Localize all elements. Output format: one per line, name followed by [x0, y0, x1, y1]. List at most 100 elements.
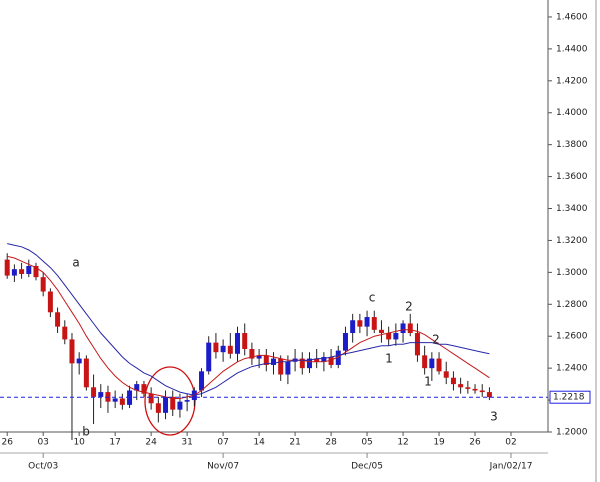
- candle-body: [314, 358, 320, 362]
- candle-body: [184, 400, 190, 402]
- candle-body: [141, 384, 147, 394]
- candle-body: [112, 398, 118, 402]
- annotation: 1: [424, 375, 432, 389]
- y-tick-label: 1.3800: [556, 140, 588, 150]
- x-tick-label: 12: [397, 438, 408, 448]
- annotation: 2: [432, 333, 440, 347]
- y-tick-label: 1.4200: [556, 76, 588, 86]
- annotation: 1: [385, 352, 393, 366]
- candle-body: [62, 326, 68, 340]
- x-tick-label-secondary: Oct/03: [28, 462, 58, 472]
- x-tick-label-secondary: Jan/02/17: [489, 462, 533, 472]
- last-price-box: [549, 390, 591, 404]
- candle-body: [328, 356, 334, 365]
- candle-body: [422, 355, 428, 369]
- x-tick-label-secondary: Nov/07: [207, 462, 239, 472]
- candle-body: [321, 356, 327, 362]
- candle-body: [69, 339, 75, 364]
- candle-body: [155, 403, 161, 413]
- candle-body: [227, 345, 233, 354]
- x-tick-label: 17: [109, 438, 120, 448]
- candle-body: [213, 342, 219, 353]
- candle-body: [4, 259, 10, 276]
- candle-body: [414, 333, 420, 356]
- y-tick-label: 1.2800: [556, 300, 588, 310]
- candle-body: [306, 358, 312, 369]
- candle-body: [278, 358, 284, 375]
- candle-body: [479, 390, 485, 393]
- x-tick-label: 07: [217, 438, 228, 448]
- y-tick-label: 1.3400: [556, 204, 588, 214]
- candle-body: [148, 393, 154, 404]
- candle-body: [443, 371, 449, 378]
- candle-body: [76, 358, 82, 364]
- candle-body: [378, 329, 384, 334]
- candle-body: [285, 361, 291, 375]
- candle-body: [364, 317, 370, 327]
- candle-body: [458, 384, 464, 388]
- x-tick-label: 31: [181, 438, 192, 448]
- candle-body: [263, 355, 269, 365]
- candle-body: [407, 323, 413, 334]
- y-tick-label: 1.3600: [556, 172, 588, 182]
- x-tick-label: 02: [505, 438, 516, 448]
- candle-body: [386, 333, 392, 340]
- y-tick-label: 1.2400: [556, 364, 588, 374]
- candle-body: [83, 358, 89, 388]
- candle-body: [249, 348, 255, 359]
- candle-body: [47, 291, 53, 313]
- x-tick-label: 21: [289, 438, 300, 448]
- last-price-label: 1.2218: [553, 393, 585, 403]
- x-tick-label: 10: [73, 438, 85, 448]
- annotation: b: [82, 425, 90, 439]
- candle-body: [271, 358, 276, 365]
- y-tick-label: 1.4000: [556, 108, 588, 118]
- y-tick-label: 1.3000: [556, 268, 588, 278]
- x-tick-label-secondary: Dec/05: [351, 462, 383, 472]
- candle-body: [26, 265, 32, 274]
- x-tick-label: 28: [325, 438, 337, 448]
- candle-body: [299, 358, 305, 369]
- y-tick-label: 1.2600: [556, 332, 588, 342]
- annotation: 2: [405, 300, 413, 314]
- candle-body: [472, 388, 478, 391]
- candle-body: [55, 312, 61, 327]
- candle-body: [429, 358, 435, 369]
- highlight-circle: [144, 366, 196, 436]
- candle-body: [450, 377, 456, 385]
- annotation: 3: [490, 410, 498, 424]
- x-tick-label: 14: [253, 438, 265, 448]
- candle-body: [134, 384, 140, 391]
- candle-body: [235, 333, 241, 354]
- x-tick-label: 26: [469, 438, 481, 448]
- candle-body: [40, 277, 46, 292]
- y-tick-label: 1.3200: [556, 236, 588, 246]
- x-tick-label: 03: [37, 438, 48, 448]
- candle-body: [170, 396, 176, 410]
- moving-average: [7, 255, 490, 399]
- candle-body: [350, 320, 356, 334]
- x-tick-label: 26: [1, 438, 13, 448]
- candle-body: [465, 387, 471, 389]
- candle-body: [177, 401, 183, 410]
- y-tick-label: 1.4400: [556, 44, 588, 54]
- candle-body: [342, 333, 348, 351]
- x-tick-label: 05: [361, 438, 372, 448]
- y-tick-label: 1.2000: [556, 428, 588, 438]
- candle-body: [19, 269, 25, 274]
- candle-body: [220, 345, 226, 353]
- candle-body: [206, 342, 212, 372]
- candle-body: [163, 396, 169, 413]
- annotation: c: [369, 291, 376, 305]
- x-tick-label: 24: [145, 438, 157, 448]
- y-tick-label: 1.4600: [556, 12, 588, 22]
- candle-body: [91, 387, 97, 397]
- candle-body: [11, 269, 17, 276]
- candle-body: [242, 333, 248, 349]
- candle-body: [335, 350, 341, 365]
- moving-average: [7, 243, 490, 396]
- candle-body: [393, 333, 399, 340]
- annotation: a: [72, 256, 79, 270]
